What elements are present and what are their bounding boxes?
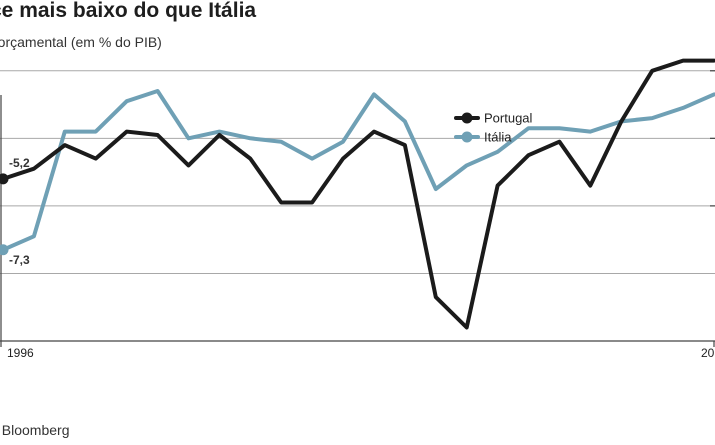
axes: 1996 20 [0, 95, 715, 360]
source-note: : Bloomberg [0, 422, 70, 438]
x-tick-label: 1996 [7, 346, 34, 360]
series-lines [0, 58, 715, 330]
series-line-portugal [1, 58, 715, 330]
gridlines [0, 70, 715, 274]
data-labels: -5,2 -7,3 [9, 156, 30, 267]
x-tick-label: 20 [701, 346, 715, 360]
legend-label: Itália [484, 130, 512, 145]
chart-title: ce mais baixo do que Itália [0, 0, 257, 22]
series-line-italia [1, 89, 715, 252]
start-point-italia [0, 244, 9, 256]
data-label: -7,3 [9, 253, 30, 267]
data-label: -5,2 [9, 156, 30, 170]
legend: Portugal Itália [454, 111, 533, 145]
start-point-portugal [0, 173, 9, 185]
legend-label: Portugal [484, 111, 533, 126]
legend-marker [461, 112, 473, 124]
legend-marker [461, 131, 473, 143]
chart-subtitle: e orçamental (em % do PIB) [0, 34, 162, 50]
